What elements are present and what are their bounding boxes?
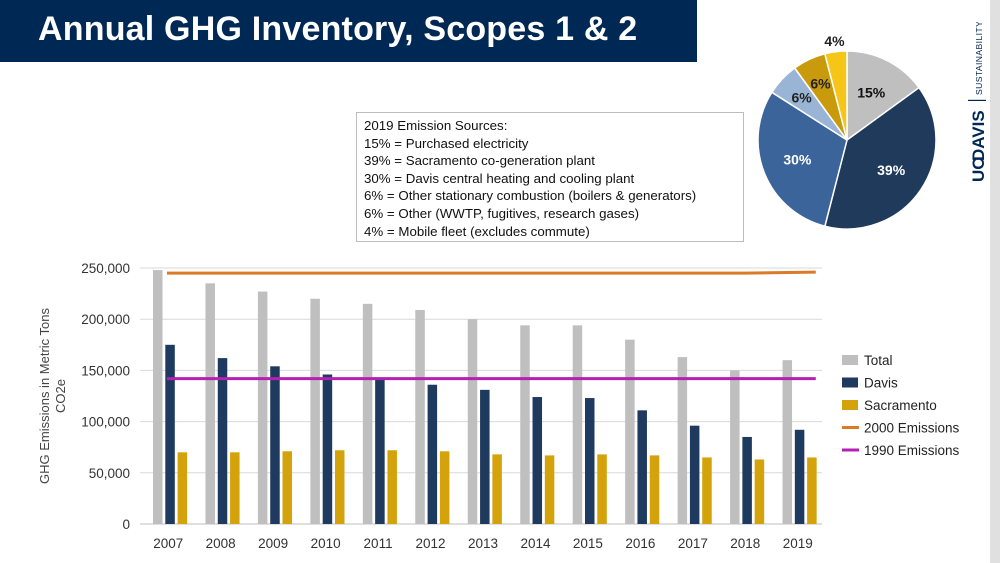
source-line: 15% = Purchased electricity — [364, 135, 529, 151]
pie-slice-label: 39% — [877, 162, 906, 178]
bar-total — [415, 309, 425, 524]
bar-davis — [270, 366, 280, 524]
bar-davis — [584, 398, 595, 524]
legend-swatch — [842, 355, 858, 365]
y-tick-label: 50,000 — [89, 466, 130, 481]
x-tick-label: 2010 — [311, 536, 341, 551]
bar-total — [730, 370, 740, 524]
bar-total — [153, 270, 163, 524]
x-tick-label: 2009 — [258, 536, 288, 551]
bar-sacramento — [492, 454, 502, 524]
brand-side-bar — [990, 0, 1000, 563]
bar-total — [625, 339, 635, 524]
pie-slice-label: 6% — [791, 89, 812, 105]
x-tick-label: 2017 — [678, 536, 708, 551]
pie-slice-label: 15% — [857, 84, 886, 100]
bar-davis — [427, 384, 438, 524]
pie-slice-label: 6% — [810, 76, 831, 92]
bar-sacramento — [702, 457, 712, 524]
y-tick-label: 100,000 — [81, 415, 130, 430]
logo-uc: UC — [969, 157, 988, 182]
bar-davis — [217, 358, 228, 524]
bar-sacramento — [177, 452, 188, 524]
x-tick-label: 2015 — [573, 536, 603, 551]
sources-heading: 2019 Emission Sources: — [364, 118, 508, 133]
bar-sacramento — [334, 450, 345, 524]
bar-davis — [742, 436, 752, 524]
source-line: 6% = Other stationary combustion (boiler… — [364, 188, 697, 204]
bar-davis — [375, 377, 385, 524]
source-line: 6% = Other (WWTP, fugitives, research ga… — [364, 205, 640, 221]
pie-slice — [823, 50, 848, 141]
bar-sacramento — [387, 450, 397, 524]
bar-davis — [322, 374, 333, 524]
y-axis-title-line: CO2e — [53, 379, 68, 413]
logo-sustainability: SUSTAINABILITY — [974, 22, 984, 95]
pie-slice — [823, 86, 937, 230]
bar-sacramento — [754, 459, 765, 524]
bar-sacramento — [649, 455, 660, 524]
legend-label: Total — [864, 353, 893, 368]
bar-sacramento — [439, 451, 450, 524]
x-tick-label: 2008 — [206, 536, 236, 551]
pie-slice-label: 30% — [783, 152, 812, 168]
y-axis-title-line: GHG Emissions in Metric Tons — [37, 307, 52, 484]
x-tick-label: 2012 — [416, 536, 446, 551]
bar-sacramento — [230, 452, 240, 524]
legend-label: 1990 Emissions — [864, 443, 960, 458]
bar-total — [310, 298, 320, 524]
bar-total — [782, 360, 793, 524]
logo-divider — [968, 99, 986, 101]
x-tick-label: 2016 — [625, 536, 655, 551]
emission-sources-box: 2019 Emission Sources: 15% = Purchased e… — [356, 112, 744, 242]
source-line: 39% = Sacramento co-generation plant — [364, 153, 595, 169]
bar-total — [520, 325, 530, 524]
bar-total — [467, 319, 478, 524]
x-tick-label: 2011 — [364, 536, 393, 551]
bar-total — [205, 283, 215, 524]
bar-sacramento — [282, 451, 293, 524]
y-tick-label: 0 — [122, 517, 130, 532]
x-tick-label: 2007 — [153, 536, 183, 551]
bar-davis — [532, 397, 543, 524]
bar-sacramento — [597, 454, 607, 524]
legend-label: 2000 Emissions — [864, 421, 960, 436]
y-tick-label: 250,000 — [81, 261, 130, 276]
y-tick-label: 150,000 — [81, 363, 130, 378]
pie-slice — [846, 50, 921, 142]
bar-davis — [165, 344, 175, 524]
bar-sacramento — [807, 457, 817, 524]
title-bar — [0, 0, 697, 62]
source-line: 30% = Davis central heating and cooling … — [364, 170, 635, 186]
bar-total — [572, 325, 583, 524]
source-line: 4% = Mobile fleet (excludes commute) — [364, 223, 590, 239]
legend-swatch — [842, 400, 858, 410]
bar-davis — [637, 410, 647, 524]
slide-title: Annual GHG Inventory, Scopes 1 & 2 — [38, 10, 638, 48]
bar-total — [362, 303, 373, 524]
pie-slice-label: 4% — [824, 33, 845, 49]
x-tick-label: 2018 — [730, 536, 760, 551]
logo-davis: DAVIS — [969, 110, 988, 161]
x-tick-label: 2013 — [468, 536, 498, 551]
bar-davis — [480, 389, 490, 524]
bar-total — [677, 357, 688, 524]
uc-davis-logo: UC DAVIS SUSTAINABILITY — [968, 22, 988, 182]
x-tick-label: 2019 — [783, 536, 813, 551]
y-axis-title: GHG Emissions in Metric Tons CO2e — [37, 307, 68, 484]
bar-sacramento — [544, 455, 555, 524]
legend-label: Davis — [864, 376, 898, 391]
legend-label: Sacramento — [864, 398, 937, 413]
bar-davis — [689, 425, 700, 524]
legend-swatch — [842, 377, 858, 388]
pie-slice — [757, 91, 848, 228]
x-tick-label: 2014 — [520, 536, 551, 551]
bar-davis — [794, 429, 805, 524]
bar-total — [257, 291, 268, 524]
line-2000-emissions — [167, 270, 816, 275]
y-tick-label: 200,000 — [81, 312, 130, 327]
